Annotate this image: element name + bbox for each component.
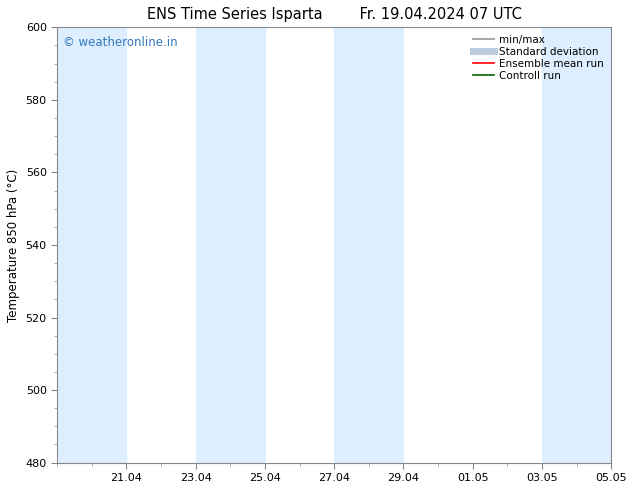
Bar (334, 27, 403, 463)
Bar (542, 27, 611, 463)
Legend: min/max, Standard deviation, Ensemble mean run, Controll run: min/max, Standard deviation, Ensemble me… (471, 32, 606, 83)
Bar (57, 27, 126, 463)
Title: ENS Time Series Isparta        Fr. 19.04.2024 07 UTC: ENS Time Series Isparta Fr. 19.04.2024 0… (146, 7, 522, 22)
Text: © weatheronline.in: © weatheronline.in (63, 36, 178, 49)
Y-axis label: Temperature 850 hPa (°C): Temperature 850 hPa (°C) (7, 169, 20, 321)
Bar (196, 27, 265, 463)
